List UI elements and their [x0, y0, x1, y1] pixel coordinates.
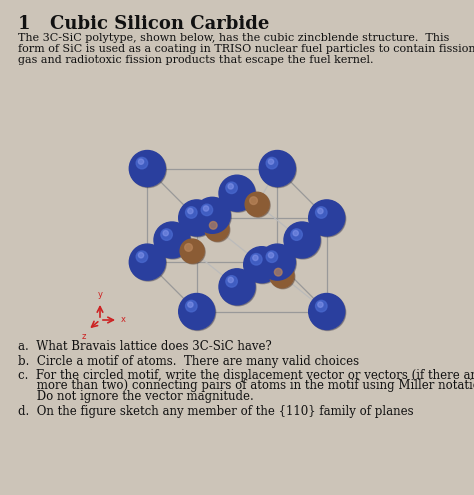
Circle shape — [270, 264, 294, 288]
Circle shape — [185, 244, 192, 251]
Circle shape — [136, 157, 148, 169]
Circle shape — [266, 157, 278, 169]
Circle shape — [181, 240, 205, 264]
Circle shape — [318, 302, 323, 307]
Circle shape — [180, 295, 216, 331]
Text: b.  Circle a motif of atoms.  There are many valid choices: b. Circle a motif of atoms. There are ma… — [18, 354, 359, 367]
Circle shape — [246, 193, 270, 217]
Circle shape — [205, 217, 229, 241]
Circle shape — [309, 294, 345, 330]
Circle shape — [259, 244, 295, 280]
Circle shape — [210, 221, 217, 229]
Circle shape — [195, 198, 231, 234]
Circle shape — [130, 151, 166, 188]
Circle shape — [309, 200, 345, 236]
Text: Do not ignore the vector magnitude.: Do not ignore the vector magnitude. — [18, 390, 254, 403]
Text: a.  What Bravais lattice does 3C-SiC have?: a. What Bravais lattice does 3C-SiC have… — [18, 340, 272, 353]
Text: y: y — [98, 290, 102, 299]
Circle shape — [268, 159, 273, 164]
Circle shape — [194, 198, 230, 233]
Text: z: z — [82, 332, 86, 341]
Circle shape — [226, 276, 237, 287]
Circle shape — [260, 151, 296, 188]
Circle shape — [266, 251, 278, 262]
Circle shape — [310, 295, 346, 331]
Circle shape — [155, 223, 191, 259]
Circle shape — [219, 175, 255, 211]
Circle shape — [220, 176, 256, 212]
Circle shape — [130, 245, 166, 281]
Text: Cubic Silicon Carbide: Cubic Silicon Carbide — [50, 15, 269, 33]
Circle shape — [316, 207, 327, 218]
Circle shape — [274, 268, 282, 276]
Circle shape — [293, 231, 299, 236]
Circle shape — [206, 218, 230, 242]
Text: c.  For the circled motif, write the displacement vector or vectors (if there ar: c. For the circled motif, write the disp… — [18, 369, 474, 382]
Text: x: x — [121, 315, 126, 325]
Circle shape — [284, 222, 320, 258]
Text: more than two) connecting pairs of atoms in the motif using Miller notation.: more than two) connecting pairs of atoms… — [18, 380, 474, 393]
Circle shape — [201, 204, 213, 216]
Text: gas and radiotoxic fission products that escape the fuel kernel.: gas and radiotoxic fission products that… — [18, 55, 374, 65]
Circle shape — [138, 159, 144, 164]
Text: d.  On the figure sketch any member of the {110} family of planes: d. On the figure sketch any member of th… — [18, 404, 414, 417]
Circle shape — [253, 255, 258, 260]
Circle shape — [291, 229, 302, 241]
Circle shape — [129, 244, 165, 280]
Circle shape — [161, 229, 173, 241]
Circle shape — [245, 248, 281, 284]
Circle shape — [185, 300, 197, 312]
Circle shape — [180, 201, 216, 237]
Circle shape — [251, 253, 262, 265]
Circle shape — [220, 270, 256, 306]
Text: form of SiC is used as a coating in TRISO nuclear fuel particles to contain fiss: form of SiC is used as a coating in TRIS… — [18, 44, 474, 54]
Circle shape — [203, 206, 209, 211]
Circle shape — [154, 222, 190, 258]
Circle shape — [245, 192, 269, 216]
Circle shape — [318, 208, 323, 214]
Circle shape — [219, 269, 255, 305]
Circle shape — [285, 223, 321, 259]
Circle shape — [179, 200, 215, 236]
Circle shape — [268, 252, 273, 258]
Circle shape — [179, 294, 215, 330]
Circle shape — [163, 231, 168, 236]
Circle shape — [138, 252, 144, 258]
Circle shape — [129, 150, 165, 187]
Circle shape — [310, 201, 346, 237]
Circle shape — [228, 184, 233, 189]
Circle shape — [188, 302, 193, 307]
Circle shape — [316, 300, 327, 312]
Text: 1: 1 — [18, 15, 30, 33]
Circle shape — [136, 251, 148, 262]
Circle shape — [226, 182, 237, 194]
Circle shape — [271, 265, 295, 289]
Circle shape — [244, 247, 280, 283]
Circle shape — [260, 245, 296, 281]
Circle shape — [180, 239, 204, 263]
Text: The 3C-SiC polytype, shown below, has the cubic zincblende structure.  This: The 3C-SiC polytype, shown below, has th… — [18, 33, 449, 43]
Circle shape — [228, 277, 233, 283]
Circle shape — [188, 208, 193, 214]
Circle shape — [259, 150, 295, 187]
Circle shape — [250, 197, 257, 204]
Circle shape — [185, 207, 197, 218]
